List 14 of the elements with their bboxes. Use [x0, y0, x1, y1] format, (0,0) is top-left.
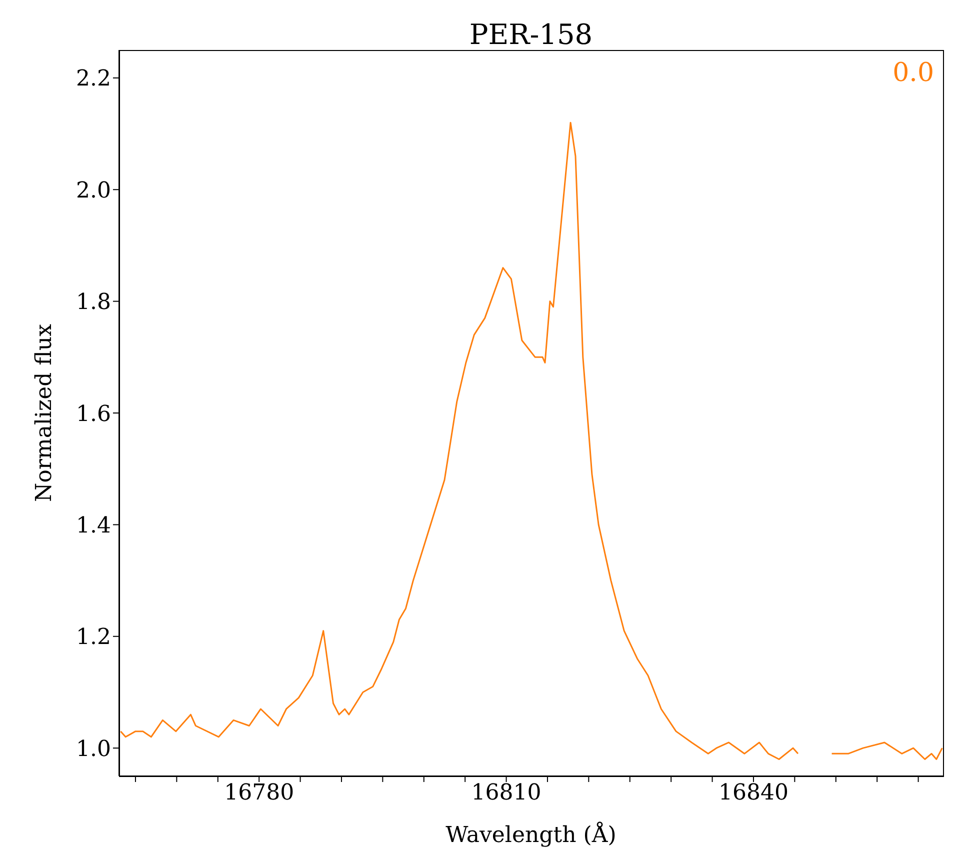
x-axis-title: Wavelength (Å)	[446, 821, 616, 848]
x-tick-label: 16780	[224, 780, 294, 806]
annotation: 0.0	[892, 58, 934, 88]
y-tick-label: 1.8	[76, 290, 111, 316]
y-axis-title: Normalized flux	[32, 323, 57, 502]
x-tick-label: 16810	[471, 780, 542, 806]
y-tick-label: 2.2	[76, 66, 111, 92]
y-tick-label: 2.0	[76, 178, 111, 204]
y-tick-label: 1.6	[76, 402, 111, 427]
x-tick-label: 16840	[718, 780, 788, 806]
y-tick-label: 1.4	[76, 514, 111, 538]
y-tick-label: 1.2	[76, 625, 111, 650]
chart-title: PER-158	[468, 18, 594, 51]
y-tick-label: 1.0	[76, 736, 111, 762]
